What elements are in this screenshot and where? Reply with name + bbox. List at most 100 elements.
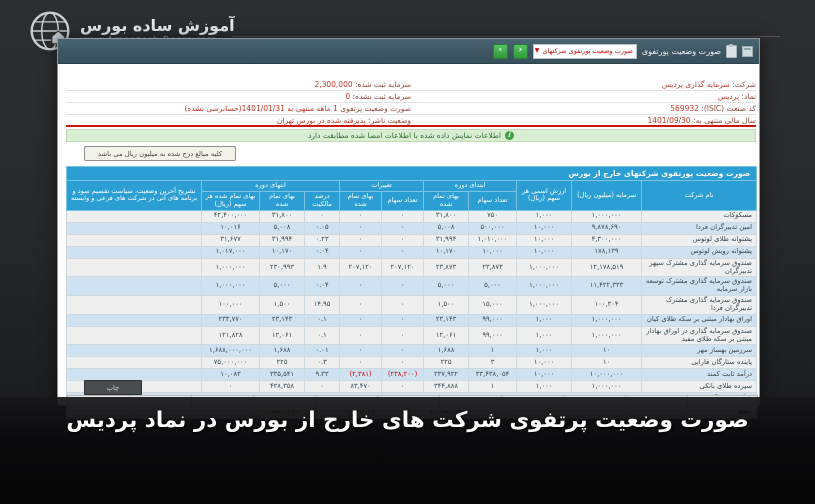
cell: ۰	[339, 356, 383, 370]
cell: ۱۰	[571, 356, 643, 370]
cell: ۵,۰۰۰	[423, 276, 470, 297]
cell: ۰	[381, 356, 425, 370]
cell: ۱۲,۰۶۱	[259, 325, 306, 346]
cell: ۲۳۳,۷۷۰	[201, 313, 261, 327]
issuer-status-value: پذیرفته شده در بورس تهران	[276, 116, 366, 125]
cell: ۳۱,۶۷۷	[201, 233, 261, 247]
logo-title: آموزش ساده بورس	[80, 16, 235, 35]
report-type-dropdown[interactable]: صورت وضعیت پورتفوی شرکتهای ▼	[532, 43, 637, 59]
registered-capital-label: سرمایه ثبت شده:	[355, 80, 411, 89]
cell: ۵,۰۰۰	[259, 276, 306, 297]
fiscal-year-label: سال مالی منتهی به:	[693, 116, 756, 125]
cell: ۰	[339, 295, 383, 315]
cell: ۵,۰۰۸	[259, 221, 306, 235]
cell: ۲۳,۸۷۳	[468, 257, 518, 278]
cell: ۰	[339, 344, 383, 358]
company-name-cell: اوراق بهادار مبتنی بر سکه طلای کیان	[641, 313, 758, 327]
cell: ۱۲,۰۶۱	[423, 325, 470, 346]
cell: ۰	[381, 276, 425, 297]
window-icon[interactable]	[742, 45, 753, 57]
cell	[65, 257, 203, 278]
cell	[65, 209, 203, 223]
company-value: سرمایه گذاری پردیس	[661, 80, 730, 89]
dropdown-value: صورت وضعیت پورتفوی شرکتهای	[542, 47, 633, 55]
ownership-pct-header: درصد مالکیت	[304, 191, 341, 211]
company-name-cell: صندوق سرمایه گذاری مشترک توسعه بازار سرم…	[641, 276, 758, 297]
end-cost-header: بهای تمام شده	[259, 191, 306, 211]
next-page-button[interactable]: ›	[492, 43, 508, 59]
issuer-status-label: وضعیت ناشر:	[368, 116, 411, 125]
report-toolbar: صورت وضعیت پورتفوی صورت وضعیت پورتفوی شر…	[58, 39, 759, 64]
col-company-header: نام شرکت	[641, 180, 758, 211]
table-row: صندوق سرمایه گذاری در اوراق بهادار مبتنی…	[65, 325, 758, 346]
cell: ۰	[381, 233, 425, 247]
cell: (۲,۳۸۱)	[339, 368, 383, 382]
unregistered-capital-label: سرمایه ثبت نشده:	[352, 92, 412, 101]
cell: ۱,۰۰۰,۰۰۰	[571, 209, 643, 223]
cell	[65, 356, 203, 370]
cell: ۲۲۵	[259, 356, 306, 370]
cell: ۰	[381, 344, 425, 358]
company-name-cell: صندوق سرمایه گذاری در اوراق بهادار مبتنی…	[641, 325, 758, 346]
cell: ۱,۵۰۰	[259, 295, 306, 315]
portfolio-table: صورت وضعیت پورتفوی شرکتهای خارج از بورس …	[65, 165, 758, 420]
cell: ۱,۰۱۰,۰۰۰	[468, 233, 518, 247]
cell: ۰	[381, 313, 425, 327]
cell: ۰	[339, 209, 383, 223]
cell: ۰.۲۳	[304, 233, 341, 247]
cell	[65, 325, 203, 346]
prev-page-button[interactable]: ‹	[512, 43, 528, 59]
symbol-value: پردیس	[717, 92, 740, 101]
toolbar-title: صورت وضعیت پورتفوی	[641, 46, 721, 56]
isic-label: کد صنعت (ISIC):	[701, 104, 756, 113]
cell: ۵,۰۰۸	[423, 221, 470, 235]
company-name-cell: درآمد ثابت کمند	[641, 368, 758, 382]
cell: ۹۹,۰۰۰	[468, 325, 518, 346]
cell: ۱۲۱,۸۲۸	[201, 325, 261, 346]
isic-value: 569932	[670, 104, 699, 113]
cell: ۱,۰۰۰,۰۰۰	[516, 295, 573, 315]
cell: ۰.۱	[304, 325, 341, 346]
cell: ۱,۰۱۷,۰۰۰	[201, 245, 261, 259]
cell	[65, 368, 203, 382]
cell: ۱۰,۱۷۰	[259, 245, 306, 259]
group-changes-header: تغییرات	[339, 180, 425, 193]
cell: ۵۰۰,۰۰۰	[468, 221, 518, 235]
cell: ۳۱,۹۹۴	[259, 233, 306, 247]
cell: ۹۹,۰۰۰	[468, 313, 518, 327]
table-row: امین تدبیرگران فردا ۹,۸۷۸,۶۹۰ ۱۰,۰۰۰ ۵۰۰,۰۰…	[65, 221, 758, 235]
cell: ۰	[339, 276, 383, 297]
cell: ۰	[304, 380, 341, 394]
cell: ۱۰,۰۸۳	[201, 368, 261, 382]
unregistered-capital-value: 0	[345, 92, 351, 101]
cell: ۰	[339, 245, 383, 259]
group-start-header: ابتدای دوره	[423, 180, 518, 193]
unit-note-button[interactable]: کلیه مبالغ درج شده به میلیون ریال می باش…	[84, 146, 236, 161]
info-icon: i	[504, 131, 514, 140]
cell: ۹,۸۷۸,۶۹۰	[571, 221, 643, 235]
cell: ۱۰,۰۰۰,۰۰۰	[571, 368, 643, 382]
cell: ۰	[339, 221, 383, 235]
cell: ۸۳,۴۷۰	[339, 380, 383, 394]
portfolio-table-body: مسکوکات ۱,۰۰۰,۰۰۰ ۱,۰۰۰ ۷۵۰ ۳۱,۸۰۰ ۰ ۰ ۰ ۳۱,۸۰۰ ۴…	[65, 209, 758, 420]
clipboard-icon	[726, 43, 737, 58]
cell: ۰.۱	[304, 313, 341, 327]
cell: ۰.۰۱	[304, 344, 341, 358]
cell: ۱۰,۰۰۰	[516, 368, 573, 382]
col-description-header: تشریح آخرین وضعیت، سیاست تقسیم سود و برن…	[65, 180, 203, 211]
table-row: پاینده ستارگان فارابی ۱۰ ۱۰,۰۰۰ ۳ ۲۲۵ ۰ ۰ ۰.۳ ۲۲…	[65, 356, 758, 370]
info-row: نماد: پردیس سرمایه ثبت نشده: 0	[66, 91, 756, 103]
cell	[65, 221, 203, 235]
table-row: سرزمین بهساز مهر ۱۰ ۱,۰۰۰ ۱ ۱,۶۸۸ ۰ ۰ ۰.۰۱ ۱,۶۸۸…	[65, 344, 758, 358]
chevron-down-icon: ▼	[534, 47, 540, 54]
cell: ۱۰۰,۳۰۴	[571, 295, 643, 315]
cell	[65, 276, 203, 297]
start-shares-header: تعداد سهام	[468, 191, 518, 211]
company-name-cell: سپرده طلای بانکی	[641, 380, 758, 394]
company-name-cell: پشتوانه طلای لوتوس	[641, 233, 758, 247]
table-title: صورت وضعیت پورتفوی شرکتهای خارج از بورس	[65, 165, 758, 182]
table-row: پشتوانه رویش لوتوس ۱۷۸,۱۳۹ ۱۰,۰۰۰ ۱۰,۰۰۰ ۱۰,…	[65, 245, 758, 259]
cell: ۱۰,۱۷۰	[423, 245, 470, 259]
print-button[interactable]: چاپ	[84, 380, 142, 395]
